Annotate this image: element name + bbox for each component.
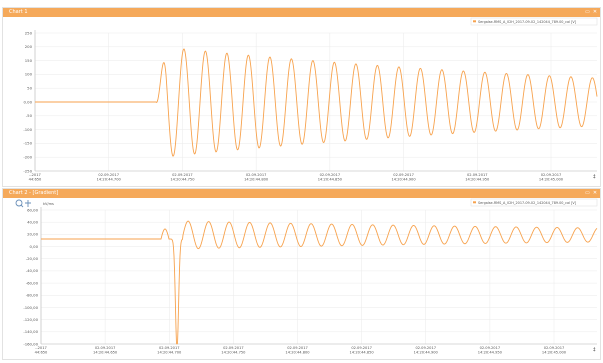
maximize-icon[interactable]: ▭ (585, 9, 590, 15)
close-icon[interactable]: ✕ (592, 9, 598, 15)
x-tick-time: 14:20:44.800 (244, 178, 269, 182)
y-tick-label: -40,00 (26, 268, 39, 273)
x-tick-date: 02.09.2017 (467, 173, 488, 177)
x-tick-time: 14:20:44.850 (350, 351, 375, 355)
chart-plot-area[interactable]: 250 200 150 100 50 0.00 -50 -100 -150 -200 -250-.2… (3, 17, 600, 186)
x-tick-time: 14:20:44.700 (97, 178, 122, 182)
y-tick-label: -20,00 (26, 256, 39, 261)
x-tick-date: 02.09.2017 (159, 346, 180, 350)
x-tick-time: 44:650 (29, 178, 42, 182)
axis-settings-icon[interactable]: ‡ (593, 174, 596, 180)
x-tick-time: 14:20:44.950 (465, 178, 490, 182)
x-tick-date: 02.09.2017 (393, 173, 414, 177)
x-tick-date: 02.09.2017 (351, 346, 372, 350)
axis-settings-icon[interactable]: ‡ (593, 347, 596, 353)
y-tick-label: -80,00 (26, 293, 39, 298)
series-waveform (35, 48, 598, 157)
y-tick-label: -60,00 (26, 280, 39, 285)
y-tick-label: -100 (23, 127, 32, 132)
x-tick-date: 02.09.2017 (95, 346, 116, 350)
x-tick-date: 02.09.2017 (246, 173, 267, 177)
pan-icon[interactable] (25, 200, 31, 207)
x-tick-time: 44:650 (35, 351, 48, 355)
legend-swatch (473, 201, 476, 204)
chart-plot-area[interactable]: kV/ms 60,00 40,00 20,00 0,00 -20,00 -40,00 -60,… (3, 198, 600, 359)
x-tick-time: 14:20:45.000 (542, 351, 567, 355)
y-tick-label: 200 (25, 44, 33, 49)
y-tick-label: -120,00 (23, 317, 38, 322)
x-tick-date: 02.09.2017 (541, 173, 562, 177)
y-tick-label: 60,00 (27, 207, 38, 212)
y-tick-label: -140,00 (23, 329, 38, 334)
series-waveform (41, 220, 598, 345)
zoom-in-icon[interactable] (15, 199, 24, 208)
y-tick-label: 100 (25, 72, 33, 77)
y-tick-label: -100,00 (23, 305, 38, 310)
x-tick-time: 14:20:44.950 (478, 351, 503, 355)
legend-label: Sergalse-RMS_A_02H_2017-09-02_142044_789… (478, 20, 577, 24)
x-tick-date: 02.09.2017 (480, 346, 501, 350)
x-tick-date: -.2017 (29, 173, 41, 177)
x-tick-date: -.2017 (35, 346, 47, 350)
chart-panel-header[interactable]: Chart 1 ▭ ✕ (3, 8, 600, 17)
y-tick-label: 150 (25, 58, 33, 63)
chart-panel-header[interactable]: Chart 2 - [Gradient] ▭ ✕ (3, 189, 600, 198)
x-tick-time: 14:20:44.850 (318, 178, 343, 182)
legend-swatch (473, 20, 476, 23)
y-tick-label: 50 (27, 86, 32, 91)
x-tick-date: 02.09.2017 (287, 346, 308, 350)
close-icon[interactable]: ✕ (592, 190, 598, 196)
x-tick-date: 02.09.2017 (320, 173, 341, 177)
x-tick-time: 14:20:44.800 (285, 351, 310, 355)
y-tick-label: -150 (23, 141, 32, 146)
chart-title: Chart 2 - [Gradient] (9, 190, 59, 196)
maximize-icon[interactable]: ▭ (585, 190, 590, 196)
x-tick-time: 14:20:44.750 (221, 351, 246, 355)
x-tick-time: 14:20:44.900 (391, 178, 416, 182)
y-tick-label: -160,00 (23, 341, 38, 346)
x-tick-time: 14:20:44.750 (170, 178, 195, 182)
y-tick-label: 40,00 (27, 219, 38, 224)
legend-label: Sergalse-RMS_A_02H_2017-09-02_142044_789… (478, 201, 577, 205)
x-tick-time: 14:20:44.900 (414, 351, 439, 355)
y-tick-label: 0.00 (24, 99, 33, 104)
x-tick-time: 14:20:44.700 (157, 351, 182, 355)
x-tick-time: 14:20:45.000 (539, 178, 564, 182)
x-tick-time: 14:20:44.650 (93, 351, 118, 355)
y-tick-label: -250 (23, 168, 32, 173)
chart-title: Chart 1 (9, 9, 28, 15)
x-tick-date: 02.09.2017 (544, 346, 565, 350)
x-tick-date: 02.09.2017 (223, 346, 244, 350)
y-axis-unit: kV/ms (43, 202, 54, 206)
y-tick-label: -200 (23, 155, 32, 160)
chart-panel-1: Chart 1 ▭ ✕ 250 200 150 100 50 0.00 -50 -100 -15… (2, 7, 601, 187)
y-tick-label: 20,00 (27, 232, 38, 237)
x-tick-date: 02.09.2017 (98, 173, 119, 177)
chart-panel-2: Chart 2 - [Gradient] ▭ ✕ kV/ms 60,00 40,00… (2, 188, 601, 360)
y-tick-label: 250 (25, 30, 33, 35)
x-tick-date: 02.09.2017 (415, 346, 436, 350)
x-tick-date: 02.09.2017 (172, 173, 193, 177)
y-tick-label: 0,00 (30, 244, 39, 249)
legend[interactable]: Sergalse-RMS_A_02H_2017-09-02_142044_789… (470, 198, 598, 207)
legend[interactable]: Sergalse-RMS_A_02H_2017-09-02_142044_789… (470, 17, 598, 26)
y-tick-label: -50 (26, 113, 33, 118)
